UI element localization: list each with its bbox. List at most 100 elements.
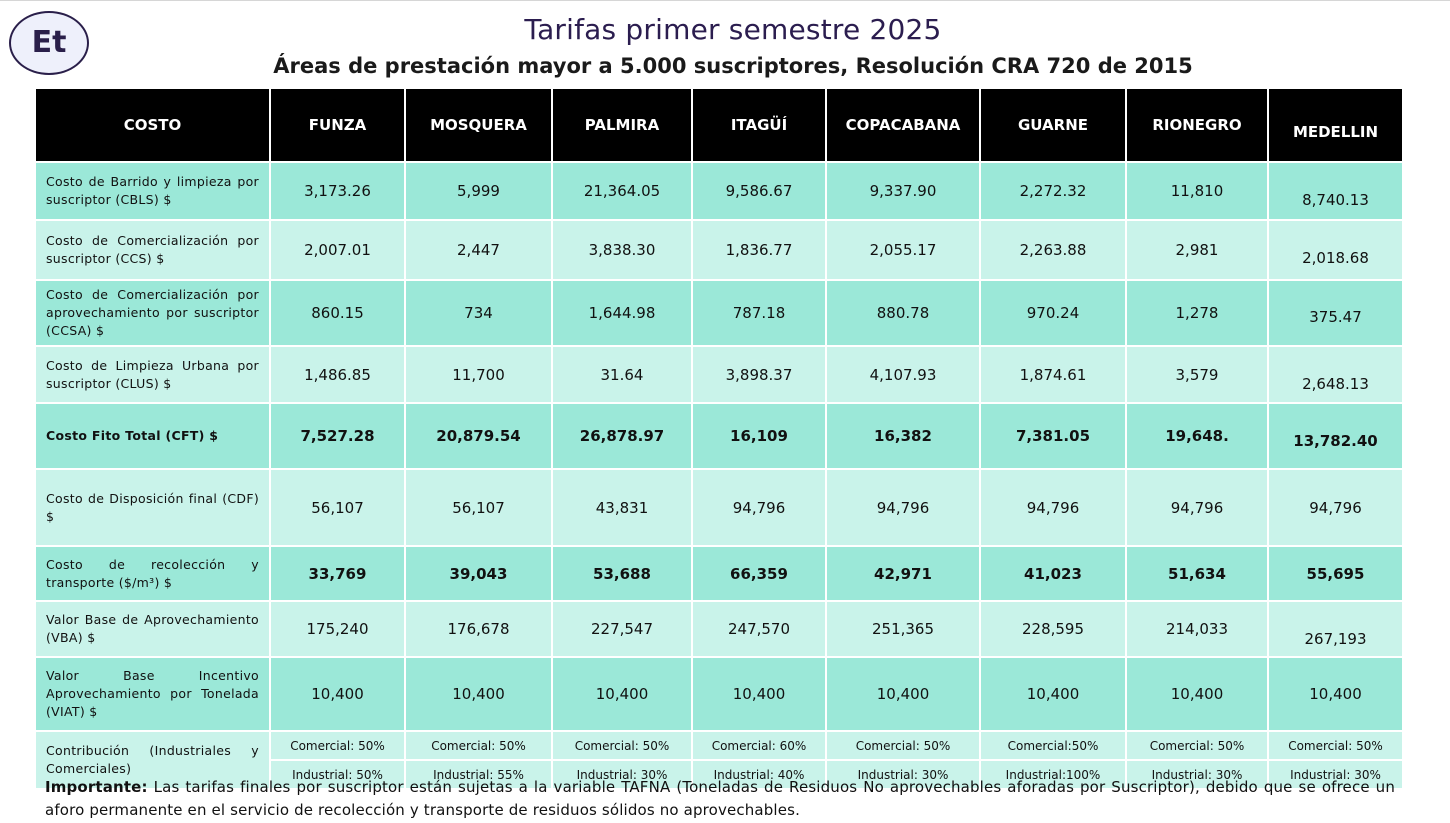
table-cell: 1,486.85 [269,345,406,404]
table-cell: 43,831 [551,468,693,547]
table-cell: 21,364.05 [551,161,693,221]
table-cell: 5,999 [404,161,553,221]
table-cell: 9,337.90 [825,161,981,221]
table-row-ccsa: Costo de Comercialización por aprovecham… [34,279,1404,347]
table-cell: 10,400 [1125,656,1269,732]
table-cell: 94,796 [979,468,1127,547]
table-cell: 251,365 [825,600,981,658]
contribution-industrial-cell: Industrial: 30% [1267,759,1404,790]
row-label: Costo de Barrido y limpieza por suscript… [34,161,271,221]
table-cell: 53,688 [551,545,693,602]
table-cell: 2,272.32 [979,161,1127,221]
table-cell: 94,796 [1125,468,1269,547]
table-cell: 55,695 [1267,545,1404,602]
table-cell: 214,033 [1125,600,1269,658]
table-row-recoleccion: Costo de recolección y transporte ($/m³)… [34,545,1404,602]
col-header-funza: FUNZA [269,89,406,163]
table-cell: 3,173.26 [269,161,406,221]
table-cell: 94,796 [1267,468,1404,547]
table-cell: 11,700 [404,345,553,404]
contribution-industrial-cell: Industrial:100% [979,759,1127,790]
table-cell: 10,400 [691,656,827,732]
table-cell: 228,595 [979,600,1127,658]
table-cell: 9,586.67 [691,161,827,221]
contribution-comercial-cell: Comercial: 50% [551,730,693,761]
table-cell: 860.15 [269,279,406,347]
table-cell: 7,381.05 [979,402,1127,470]
table-cell: 20,879.54 [404,402,553,470]
table-cell: 227,547 [551,600,693,658]
et-logo: Et [9,11,89,75]
table-cell: 2,648.13 [1267,345,1404,404]
table-cell: 51,634 [1125,545,1269,602]
table-cell: 10,400 [979,656,1127,732]
table-cell: 3,898.37 [691,345,827,404]
table-cell: 267,193 [1267,600,1404,658]
table-cell: 42,971 [825,545,981,602]
note-bold-label: Importante: [45,778,148,796]
col-header-medellin: MEDELLIN [1267,89,1404,163]
table-cell: 10,400 [1267,656,1404,732]
table-cell: 26,878.97 [551,402,693,470]
table-cell: 31.64 [551,345,693,404]
row-label: Costo de Comercialización por aprovecham… [34,279,271,347]
table-row-vba: Valor Base de Aprovechamiento (VBA) $ 17… [34,600,1404,658]
table-cell: 3,838.30 [551,219,693,281]
row-label: Costo de Disposición final (CDF) $ [34,468,271,547]
contribution-industrial-cell: Industrial: 30% [551,759,693,790]
table-cell: 734 [404,279,553,347]
col-header-mosquera: MOSQUERA [404,89,553,163]
table-cell: 2,263.88 [979,219,1127,281]
contribution-industrial-cell: Industrial: 40% [691,759,827,790]
table-cell: 66,359 [691,545,827,602]
table-row-clus: Costo de Limpieza Urbana por suscriptor … [34,345,1404,404]
table-cell: 13,782.40 [1267,402,1404,470]
row-label: Valor Base de Aprovechamiento (VBA) $ [34,600,271,658]
contribution-comercial-cell: Comercial: 50% [1125,730,1269,761]
table-cell: 2,981 [1125,219,1269,281]
table-cell: 1,278 [1125,279,1269,347]
col-header-rionegro: RIONEGRO [1125,89,1269,163]
col-header-copacabana: COPACABANA [825,89,981,163]
row-label: Costo de Limpieza Urbana por suscriptor … [34,345,271,404]
col-header-palmira: PALMIRA [551,89,693,163]
logo-text: Et [31,25,67,60]
table-cell: 247,570 [691,600,827,658]
top-divider [0,0,1450,1]
table-cell: 94,796 [825,468,981,547]
table-cell: 10,400 [551,656,693,732]
row-label: Costo de recolección y transporte ($/m³)… [34,545,271,602]
table-cell: 10,400 [269,656,406,732]
table-cell: 19,648. [1125,402,1269,470]
table-row-cdf: Costo de Disposición final (CDF) $ 56,10… [34,468,1404,547]
table-cell: 2,007.01 [269,219,406,281]
table-cell: 2,055.17 [825,219,981,281]
table-cell: 2,447 [404,219,553,281]
table-row-contribucion-comercial: Contribución (Industriales y Comerciales… [34,730,1404,790]
page-subtitle: Áreas de prestación mayor a 5.000 suscri… [273,54,1193,78]
table-cell: 56,107 [269,468,406,547]
contribution-industrial-cell: Industrial: 50% [269,759,406,790]
table-cell: 10,400 [825,656,981,732]
table-cell: 787.18 [691,279,827,347]
table-cell: 41,023 [979,545,1127,602]
table-cell: 94,796 [691,468,827,547]
table-cell: 10,400 [404,656,553,732]
table-cell: 4,107.93 [825,345,981,404]
row-label: Valor Base Incentivo Aprovechamiento por… [34,656,271,732]
contribution-comercial-cell: Comercial: 50% [825,730,981,761]
note-text: Las tarifas finales por suscriptor están… [45,778,1395,819]
contribution-comercial-cell: Comercial: 50% [1267,730,1404,761]
table-header-row: COSTO FUNZA MOSQUERA PALMIRA ITAGÜÍ COPA… [34,89,1404,163]
row-label: Costo de Comercialización por suscriptor… [34,219,271,281]
table-row-viat: Valor Base Incentivo Aprovechamiento por… [34,656,1404,732]
table-cell: 1,874.61 [979,345,1127,404]
contribution-industrial-cell: Industrial: 30% [1125,759,1269,790]
table-cell: 16,382 [825,402,981,470]
table-cell: 2,018.68 [1267,219,1404,281]
contribution-comercial-cell: Comercial: 60% [691,730,827,761]
row-label: Costo Fito Total (CFT) $ [34,402,271,470]
table-cell: 970.24 [979,279,1127,347]
row-label: Contribución (Industriales y Comerciales… [34,730,271,790]
table-cell: 880.78 [825,279,981,347]
